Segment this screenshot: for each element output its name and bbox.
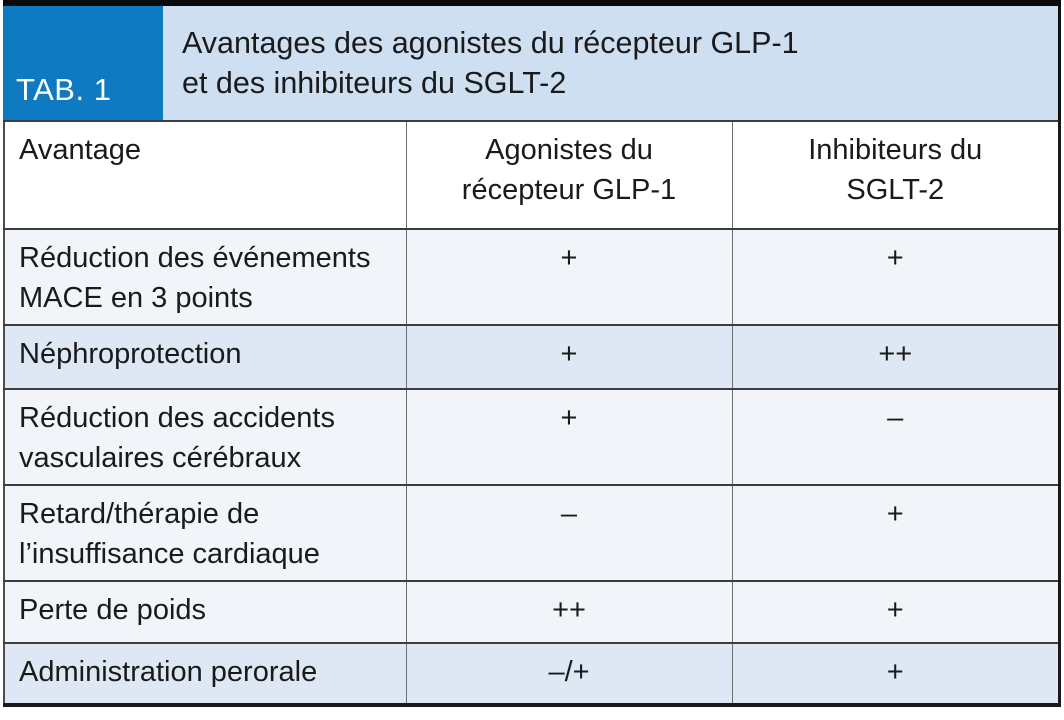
comparison-table: Avantage Agonistes du récepteur GLP-1 In… — [3, 120, 1061, 708]
sglt2-value-cell: + — [731, 484, 1060, 582]
table-tag-label: TAB. 1 — [16, 72, 112, 107]
row-label: Retard/thérapie de l’insuffisance cardia… — [4, 484, 406, 582]
row-label: Néphroprotection — [4, 324, 406, 390]
glp1-value-cell: + — [405, 324, 732, 390]
column-header-advantage: Avantage — [4, 120, 406, 229]
table-row: Néphroprotection + ++ — [4, 324, 1060, 390]
row-label: Administration perorale — [4, 642, 406, 706]
sglt2-value-cell: – — [731, 388, 1060, 486]
sglt2-value-cell: + — [731, 642, 1060, 706]
table-header-banner: TAB. 1 Avantages des agonistes du récept… — [3, 6, 1061, 120]
column-header-row: Avantage Agonistes du récepteur GLP-1 In… — [4, 120, 1060, 229]
row-label: Réduction des événements MACE en 3 point… — [4, 227, 406, 326]
row-label: Réduction des accidents vasculaires céré… — [4, 388, 406, 486]
sglt2-value-cell: + — [731, 227, 1060, 326]
table-row: Perte de poids ++ + — [4, 580, 1060, 644]
table-row: Administration perorale –/+ + — [4, 642, 1060, 706]
glp1-value-cell: –/+ — [405, 642, 732, 706]
table-title: Avantages des agonistes du récepteur GLP… — [182, 25, 799, 100]
column-header-glp1: Agonistes du récepteur GLP-1 — [405, 120, 732, 229]
column-header-sglt2: Inhibiteurs du SGLT-2 — [731, 120, 1060, 229]
table-row: Retard/thérapie de l’insuffisance cardia… — [4, 484, 1060, 582]
sglt2-value-cell: + — [731, 580, 1060, 644]
table-title-band: Avantages des agonistes du récepteur GLP… — [163, 6, 1061, 120]
sglt2-value-cell: ++ — [731, 324, 1060, 390]
glp1-value-cell: + — [405, 227, 732, 326]
table-row: Réduction des événements MACE en 3 point… — [4, 227, 1060, 326]
table-row: Réduction des accidents vasculaires céré… — [4, 388, 1060, 486]
row-label: Perte de poids — [4, 580, 406, 644]
glp1-value-cell: ++ — [405, 580, 732, 644]
glp1-value-cell: – — [405, 484, 732, 582]
top-accent-bar — [3, 0, 1061, 6]
table-tag-badge: TAB. 1 — [3, 6, 163, 120]
glp1-value-cell: + — [405, 388, 732, 486]
